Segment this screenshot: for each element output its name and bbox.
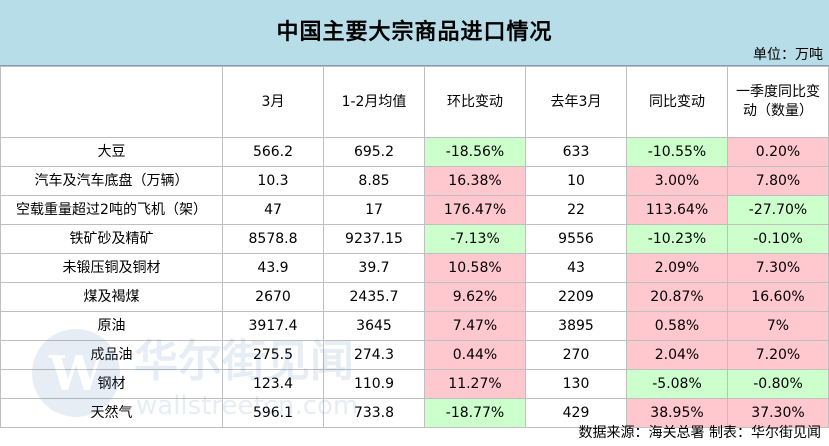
table-row: 空载重量超过2吨的飞机（架） 47 17 176.47% 22 113.64% -27.70…: [0, 195, 829, 225]
q1-yoy-change-cell: -0.10%: [727, 224, 829, 254]
header-cell-q1-yoy-change: 一季度同比变动（数量）: [727, 66, 829, 138]
q1-yoy-change-cell: 7.20%: [727, 340, 829, 370]
last-year-march-cell: 9556: [525, 224, 627, 254]
mom-change-cell: 9.62%: [424, 282, 526, 312]
march-value-cell: 2670: [222, 282, 324, 312]
q1-yoy-change-cell: 7.80%: [727, 166, 829, 196]
commodity-name-cell: 天然气: [0, 398, 223, 428]
header-cell-yoy-change: 同比变动: [626, 66, 728, 138]
last-year-march-cell: 10: [525, 166, 627, 196]
mom-change-cell: 11.27%: [424, 369, 526, 399]
q1-yoy-change-cell: 16.60%: [727, 282, 829, 312]
yoy-change-cell: 20.87%: [626, 282, 728, 312]
commodity-name-cell: 钢材: [0, 369, 223, 399]
jan-feb-avg-cell: 733.8: [323, 398, 425, 428]
mom-change-cell: -18.77%: [424, 398, 526, 428]
table-row: 成品油 275.5 274.3 0.44% 270 2.04% 7.20%: [0, 340, 829, 370]
jan-feb-avg-cell: 9237.15: [323, 224, 425, 254]
source-footer: 数据来源：海关总署 制表：华尔街见闻: [578, 425, 821, 441]
jan-feb-avg-cell: 110.9: [323, 369, 425, 399]
table-row: 原油 3917.4 3645 7.47% 3895 0.58% 7%: [0, 311, 829, 341]
march-value-cell: 275.5: [222, 340, 324, 370]
commodity-name-cell: 煤及褐煤: [0, 282, 223, 312]
yoy-change-cell: -10.23%: [626, 224, 728, 254]
march-value-cell: 8578.8: [222, 224, 324, 254]
yoy-change-cell: -5.08%: [626, 369, 728, 399]
jan-feb-avg-cell: 695.2: [323, 137, 425, 167]
mom-change-cell: -18.56%: [424, 137, 526, 167]
title-bar: 中国主要大宗商品进口情况 单位：万吨: [0, 0, 829, 66]
mom-change-cell: 0.44%: [424, 340, 526, 370]
march-value-cell: 3917.4: [222, 311, 324, 341]
header-cell-last-year-march: 去年3月: [525, 66, 627, 138]
table-row: 大豆 566.2 695.2 -18.56% 633 -10.55% 0.20%: [0, 137, 829, 167]
mom-change-cell: 176.47%: [424, 195, 526, 225]
header-cell-name: [0, 66, 223, 138]
unit-label: 单位：万吨: [753, 47, 823, 63]
commodity-name-cell: 铁矿砂及精矿: [0, 224, 223, 254]
last-year-march-cell: 22: [525, 195, 627, 225]
last-year-march-cell: 43: [525, 253, 627, 283]
import-table: 3月 1-2月均值 环比变动 去年3月 同比变动 一季度同比变动（数量） 大豆 5…: [0, 66, 829, 428]
march-value-cell: 566.2: [222, 137, 324, 167]
yoy-change-cell: 2.04%: [626, 340, 728, 370]
last-year-march-cell: 130: [525, 369, 627, 399]
mom-change-cell: 7.47%: [424, 311, 526, 341]
yoy-change-cell: -10.55%: [626, 137, 728, 167]
table-row: 钢材 123.4 110.9 11.27% 130 -5.08% -0.80%: [0, 369, 829, 399]
header-cell-jan-feb-avg: 1-2月均值: [323, 66, 425, 138]
q1-yoy-change-cell: 37.30%: [727, 398, 829, 428]
march-value-cell: 596.1: [222, 398, 324, 428]
table-row: 天然气 596.1 733.8 -18.77% 429 38.95% 37.30%: [0, 398, 829, 428]
commodity-name-cell: 未锻压铜及铜材: [0, 253, 223, 283]
yoy-change-cell: 2.09%: [626, 253, 728, 283]
yoy-change-cell: 3.00%: [626, 166, 728, 196]
q1-yoy-change-cell: 7%: [727, 311, 829, 341]
table-row: 铁矿砂及精矿 8578.8 9237.15 -7.13% 9556 -10.23% -0.1…: [0, 224, 829, 254]
q1-yoy-change-cell: -0.80%: [727, 369, 829, 399]
jan-feb-avg-cell: 274.3: [323, 340, 425, 370]
table-row: 煤及褐煤 2670 2435.7 9.62% 2209 20.87% 16.60%: [0, 282, 829, 312]
jan-feb-avg-cell: 8.85: [323, 166, 425, 196]
march-value-cell: 47: [222, 195, 324, 225]
table-row: 未锻压铜及铜材 43.9 39.7 10.58% 43 2.09% 7.30%: [0, 253, 829, 283]
header-cell-march: 3月: [222, 66, 324, 138]
commodity-name-cell: 空载重量超过2吨的飞机（架）: [0, 195, 223, 225]
header-row: 3月 1-2月均值 环比变动 去年3月 同比变动 一季度同比变动（数量）: [0, 66, 829, 138]
yoy-change-cell: 0.58%: [626, 311, 728, 341]
mom-change-cell: -7.13%: [424, 224, 526, 254]
last-year-march-cell: 270: [525, 340, 627, 370]
last-year-march-cell: 2209: [525, 282, 627, 312]
mom-change-cell: 10.58%: [424, 253, 526, 283]
yoy-change-cell: 113.64%: [626, 195, 728, 225]
march-value-cell: 123.4: [222, 369, 324, 399]
last-year-march-cell: 3895: [525, 311, 627, 341]
commodity-name-cell: 大豆: [0, 137, 223, 167]
mom-change-cell: 16.38%: [424, 166, 526, 196]
yoy-change-cell: 38.95%: [626, 398, 728, 428]
jan-feb-avg-cell: 17: [323, 195, 425, 225]
march-value-cell: 10.3: [222, 166, 324, 196]
q1-yoy-change-cell: 0.20%: [727, 137, 829, 167]
jan-feb-avg-cell: 3645: [323, 311, 425, 341]
jan-feb-avg-cell: 2435.7: [323, 282, 425, 312]
q1-yoy-change-cell: -27.70%: [727, 195, 829, 225]
q1-yoy-change-cell: 7.30%: [727, 253, 829, 283]
commodity-name-cell: 汽车及汽车底盘（万辆）: [0, 166, 223, 196]
jan-feb-avg-cell: 39.7: [323, 253, 425, 283]
table-row: 汽车及汽车底盘（万辆） 10.3 8.85 16.38% 10 3.00% 7.80%: [0, 166, 829, 196]
march-value-cell: 43.9: [222, 253, 324, 283]
page-title: 中国主要大宗商品进口情况: [276, 20, 553, 45]
header-cell-mom-change: 环比变动: [424, 66, 526, 138]
last-year-march-cell: 633: [525, 137, 627, 167]
commodity-name-cell: 成品油: [0, 340, 223, 370]
last-year-march-cell: 429: [525, 398, 627, 428]
commodity-name-cell: 原油: [0, 311, 223, 341]
